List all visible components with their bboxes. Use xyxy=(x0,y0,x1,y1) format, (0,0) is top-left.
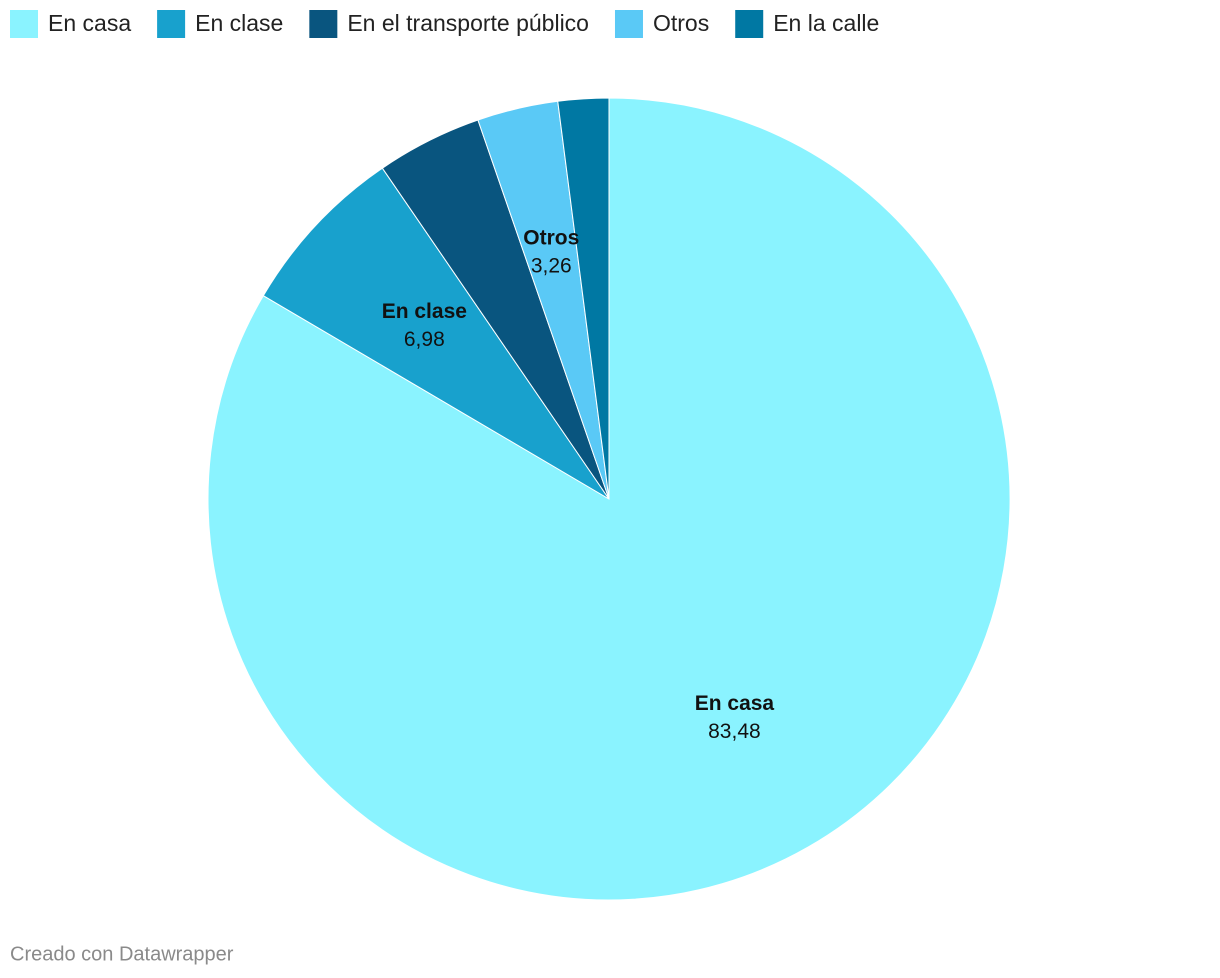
legend-swatch xyxy=(614,10,643,38)
slice-category: Otros xyxy=(523,227,579,250)
legend-swatch xyxy=(10,10,38,38)
pie xyxy=(207,97,1011,901)
legend: En casa En clase En el transporte público O… xyxy=(10,10,879,38)
pie-slice xyxy=(557,97,610,500)
slice-category: En clase xyxy=(382,300,467,323)
slice-value: 6,98 xyxy=(404,328,445,351)
legend-label: En el transporte público xyxy=(347,10,589,36)
slice-category: En casa xyxy=(695,692,775,715)
slice-value: 3,26 xyxy=(531,255,572,278)
legend-label: En clase xyxy=(195,10,283,36)
legend-label: En la calle xyxy=(773,10,879,36)
legend-swatch xyxy=(157,10,186,38)
footer: Creado con Datawrapper xyxy=(10,943,234,965)
legend-label: En casa xyxy=(48,10,131,36)
slice-value: 83,48 xyxy=(708,720,761,743)
legend-swatch xyxy=(309,10,338,38)
pie-slice xyxy=(262,167,610,500)
legend-label: Otros xyxy=(653,10,709,36)
legend-swatch xyxy=(735,10,764,38)
slice-labels: En casa 83,48 En clase 6,98 Otros 3,26 xyxy=(382,227,775,743)
